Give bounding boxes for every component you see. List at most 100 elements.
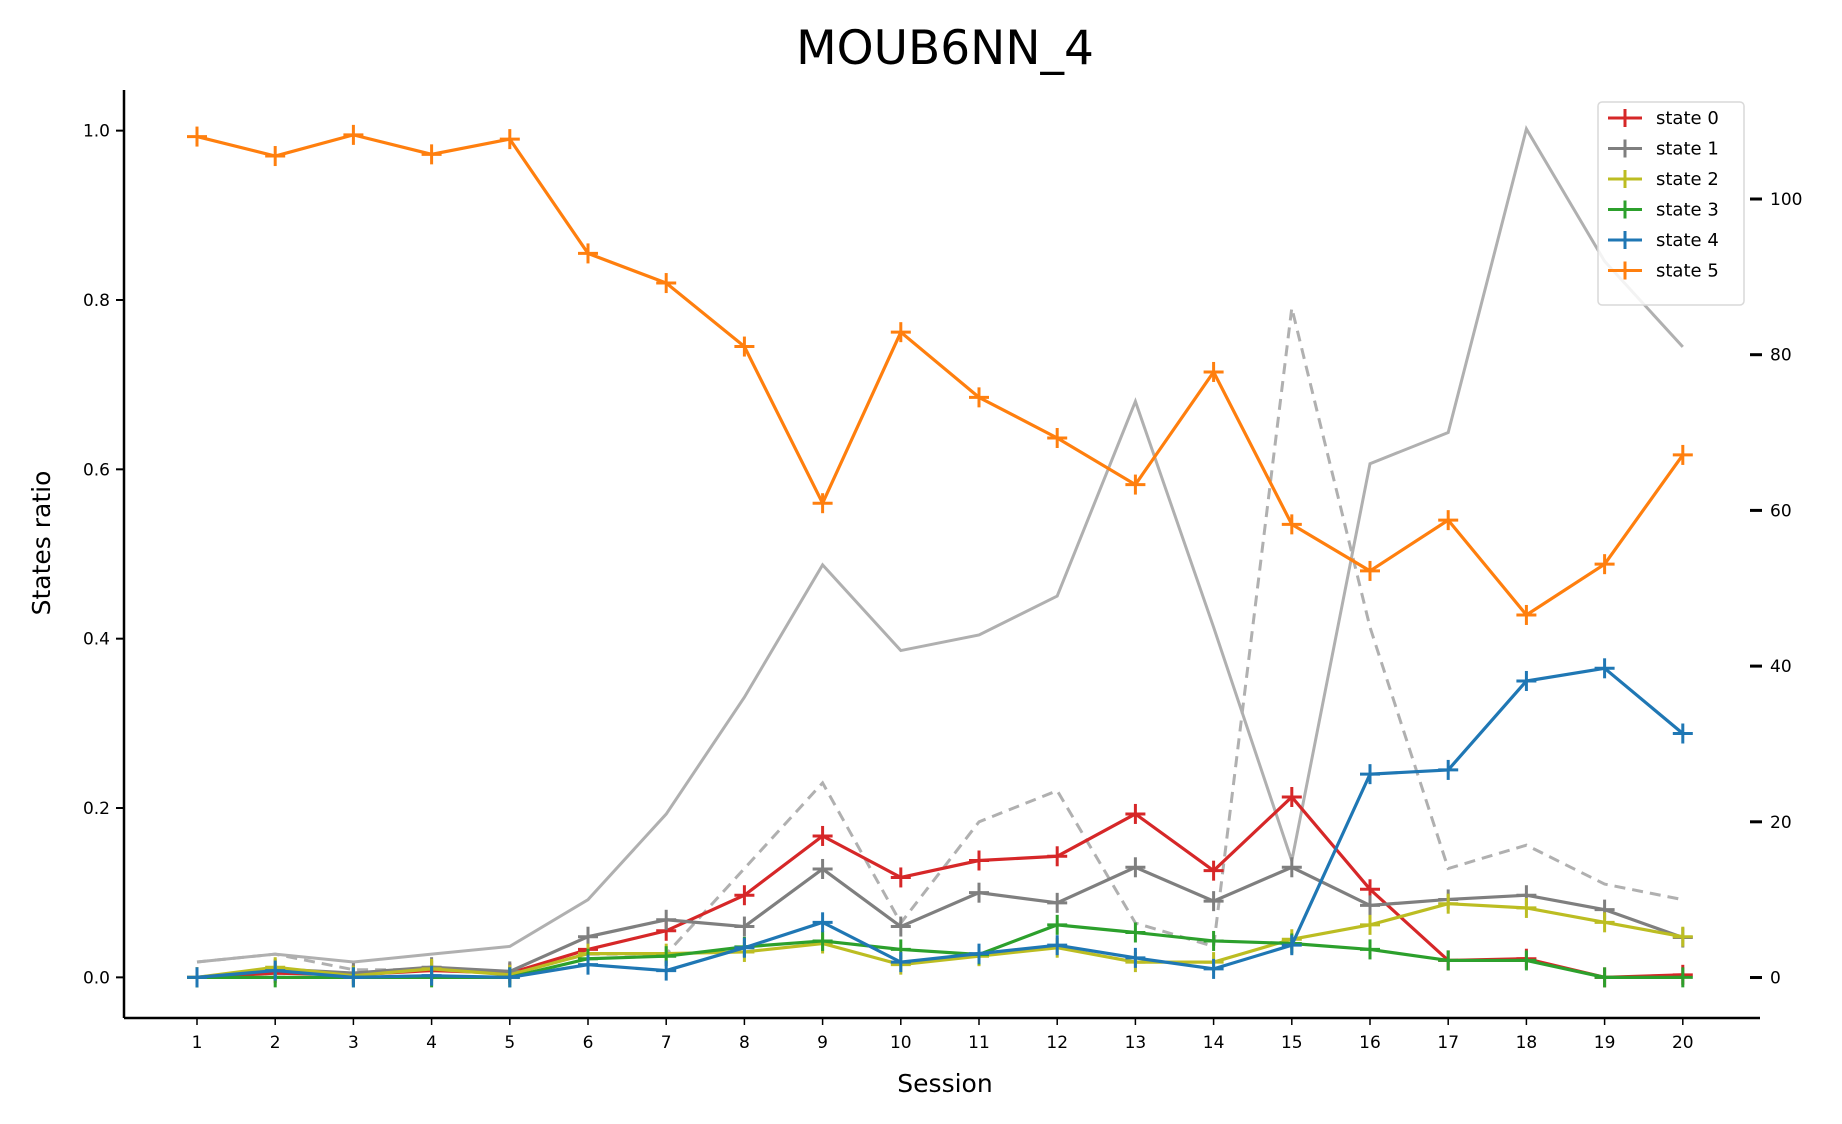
- data-point: [1281, 787, 1302, 808]
- data-point: [1360, 560, 1380, 581]
- data-point: [1047, 892, 1068, 913]
- data-point: [1125, 474, 1146, 495]
- data-point: [187, 967, 207, 988]
- data-point: [421, 144, 442, 165]
- legend-item: state 2: [1608, 169, 1719, 190]
- data-point: [1516, 897, 1537, 918]
- y-tick-label: 0.0: [83, 968, 110, 988]
- y-tick-label: 1.0: [83, 122, 110, 142]
- secondary-line-dashed: [196, 307, 1684, 976]
- legend-label: state 5: [1656, 261, 1719, 282]
- data-point: [499, 967, 520, 988]
- x-tick-label: 18: [1516, 1033, 1538, 1053]
- data-point: [1594, 554, 1615, 575]
- data-point: [1047, 935, 1068, 956]
- data-point: [1203, 860, 1224, 881]
- data-point: [812, 858, 833, 879]
- data-point: [1360, 939, 1380, 960]
- data-point: [1594, 912, 1615, 933]
- data-point: [812, 493, 833, 514]
- data-point: [343, 967, 364, 988]
- x-tick-label: 5: [504, 1033, 515, 1053]
- data-point: [1672, 444, 1693, 465]
- data-point: [1672, 723, 1693, 744]
- x-tick-label: 8: [739, 1033, 750, 1053]
- data-point: [343, 124, 364, 145]
- data-point: [1438, 759, 1459, 780]
- y2-tick-label: 60: [1770, 501, 1792, 521]
- data-point: [1125, 857, 1146, 878]
- data-point: [1438, 510, 1459, 531]
- data-point: [656, 909, 677, 930]
- data-point: [890, 867, 911, 888]
- data-point: [421, 965, 442, 986]
- legend-label: state 3: [1656, 200, 1719, 221]
- data-point: [812, 930, 833, 951]
- data-point: [1281, 514, 1302, 535]
- legend: state 0 state 1 state 2 state 3 state 4 state…: [1597, 101, 1745, 306]
- legend-label: state 4: [1656, 230, 1719, 251]
- x-tick-label: 12: [1046, 1033, 1068, 1053]
- series-line: [196, 133, 1685, 618]
- data-point: [499, 129, 520, 150]
- data-point: [578, 954, 598, 975]
- data-point: [734, 885, 755, 906]
- series-line: [196, 794, 1683, 979]
- data-point: [1594, 658, 1615, 679]
- x-tick-label: 7: [661, 1033, 672, 1053]
- chart-title: MOUB6NN_4: [796, 21, 1094, 76]
- data-point: [1672, 926, 1693, 947]
- data-point: [734, 937, 755, 958]
- legend-label: state 1: [1656, 139, 1719, 160]
- x-tick-label: 1: [192, 1033, 203, 1053]
- y2-tick-label: 40: [1770, 657, 1792, 677]
- y2-tick-label: 100: [1770, 190, 1802, 210]
- y-tick-label: 0.2: [83, 799, 110, 819]
- data-point: [1047, 428, 1068, 448]
- data-point: [1125, 922, 1146, 943]
- y2-tick-label: 0: [1770, 969, 1781, 989]
- data-point: [578, 926, 598, 947]
- x-tick-label: 2: [270, 1033, 281, 1053]
- data-point: [812, 912, 833, 933]
- data-point: [1360, 914, 1380, 935]
- data-point: [1203, 930, 1224, 951]
- data-point: [1360, 895, 1380, 916]
- data-point: [890, 952, 911, 973]
- y2-tick-label: 80: [1770, 346, 1792, 366]
- series-state-2: [187, 893, 1693, 988]
- legend-item: state 1: [1608, 139, 1719, 160]
- legend-box: [1597, 101, 1745, 306]
- data-point: [1203, 958, 1224, 979]
- data-point: [1360, 764, 1380, 785]
- data-point: [1281, 857, 1302, 878]
- data-point: [890, 322, 911, 343]
- series-line: [196, 865, 1684, 979]
- x-tick-label: 20: [1672, 1033, 1694, 1053]
- y-axis-label: States ratio: [27, 471, 56, 616]
- data-point: [1672, 967, 1693, 988]
- data-point: [969, 850, 989, 871]
- data-point: [1047, 846, 1068, 867]
- data-point: [1594, 967, 1615, 988]
- data-point: [265, 960, 286, 981]
- data-point: [734, 916, 755, 937]
- plot-area: 1 2 3 4 5 6 7 8 9 10 11 12 13 14 15 16 17 18 19 200.00.20.4…: [83, 90, 1802, 1053]
- y2-tick-label: 20: [1770, 813, 1792, 833]
- x-tick-label: 17: [1437, 1033, 1459, 1053]
- legend-item: state 3: [1608, 200, 1719, 221]
- y-tick-label: 0.8: [83, 291, 110, 311]
- data-point: [187, 126, 207, 147]
- secondary-line-solid: [196, 125, 1684, 964]
- legend-item: state 5: [1608, 261, 1719, 282]
- x-tick-label: 15: [1281, 1033, 1303, 1053]
- data-point: [1516, 671, 1537, 692]
- data-point: [1516, 950, 1537, 971]
- data-point: [1125, 803, 1146, 824]
- x-tick-label: 14: [1203, 1033, 1225, 1053]
- data-point: [1516, 604, 1537, 625]
- series-line: [196, 902, 1684, 979]
- data-point: [1203, 891, 1224, 912]
- series-state-5: [187, 124, 1693, 625]
